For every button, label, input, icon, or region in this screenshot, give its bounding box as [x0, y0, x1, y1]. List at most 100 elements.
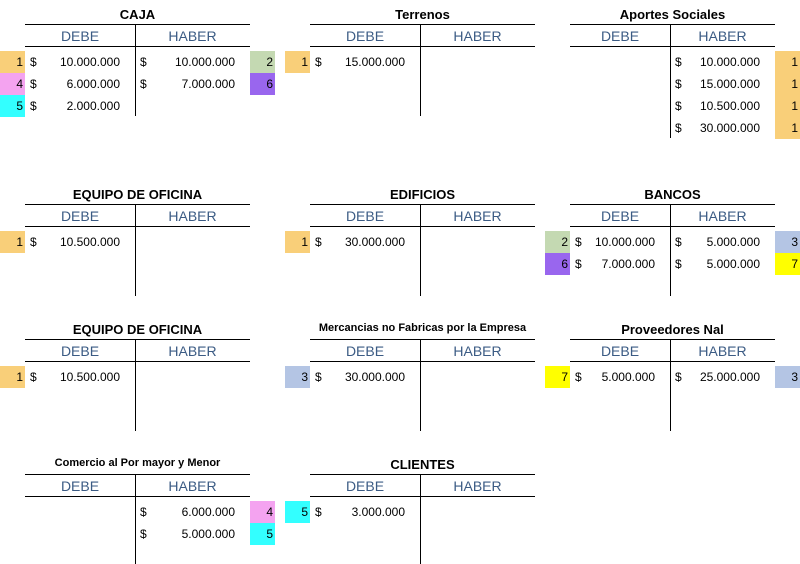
account-title: EQUIPO DE OFICINA — [72, 322, 203, 337]
reference-badge: 7 — [545, 366, 570, 388]
reference-badge: 3 — [285, 366, 310, 388]
reference-badge: 3 — [775, 366, 800, 388]
currency: $ — [575, 257, 582, 271]
t-divider — [135, 340, 136, 431]
amount: 5.000.000 — [601, 370, 655, 384]
reference-badge: 5 — [285, 501, 310, 523]
amount: 10.000.000 — [59, 55, 120, 69]
amount: 10.000.000 — [699, 55, 760, 69]
amount: 10.500.000 — [699, 99, 760, 113]
account-title: CAJA — [119, 7, 156, 22]
header-underline — [310, 361, 535, 362]
amount: 30.000.000 — [344, 370, 405, 384]
t-divider — [420, 340, 421, 431]
currency: $ — [140, 505, 147, 519]
reference-badge: 1 — [0, 366, 25, 388]
amount: 25.000.000 — [699, 370, 760, 384]
header-underline — [570, 361, 775, 362]
currency: $ — [675, 257, 682, 271]
amount: 10.500.000 — [59, 370, 120, 384]
reference-badge: 1 — [285, 51, 310, 73]
reference-badge: 1 — [0, 231, 25, 253]
reference-badge: 1 — [775, 117, 800, 139]
currency: $ — [675, 77, 682, 91]
account-title: Proveedores Nal — [621, 322, 724, 337]
account-title: EQUIPO DE OFICINA — [72, 187, 203, 202]
t-divider — [135, 475, 136, 564]
currency: $ — [675, 370, 682, 384]
reference-badge: 7 — [775, 253, 800, 275]
title-underline — [25, 474, 250, 475]
t-divider — [420, 25, 421, 116]
reference-badge: 1 — [775, 51, 800, 73]
haber-header: HABER — [698, 208, 747, 224]
currency: $ — [675, 99, 682, 113]
reference-badge: 3 — [775, 231, 800, 253]
header-underline — [310, 496, 535, 497]
amount: 7.000.000 — [601, 257, 655, 271]
debe-header: DEBE — [600, 28, 640, 44]
amount: 15.000.000 — [699, 77, 760, 91]
amount: 30.000.000 — [344, 235, 405, 249]
header-underline — [570, 46, 775, 47]
currency: $ — [315, 55, 322, 69]
currency: $ — [575, 235, 582, 249]
currency: $ — [30, 370, 37, 384]
t-divider — [670, 205, 671, 296]
t-divider — [135, 205, 136, 296]
currency: $ — [675, 121, 682, 135]
reference-badge: 1 — [0, 51, 25, 73]
amount: 2.000.000 — [66, 99, 120, 113]
t-divider — [670, 340, 671, 431]
currency: $ — [315, 235, 322, 249]
reference-badge: 2 — [250, 51, 275, 73]
debe-header: DEBE — [345, 478, 385, 494]
debe-header: DEBE — [60, 28, 100, 44]
reference-badge: 1 — [285, 231, 310, 253]
t-divider — [420, 205, 421, 296]
debe-header: DEBE — [60, 478, 100, 494]
amount: 6.000.000 — [66, 77, 120, 91]
debe-header: DEBE — [345, 343, 385, 359]
account-title: Mercancias no Fabricas por la Empresa — [318, 322, 527, 334]
amount: 5.000.000 — [706, 257, 760, 271]
amount: 10.000.000 — [174, 55, 235, 69]
haber-header: HABER — [453, 208, 502, 224]
header-underline — [570, 226, 775, 227]
title-underline — [310, 204, 535, 205]
currency: $ — [575, 370, 582, 384]
header-underline — [310, 46, 535, 47]
account-title: BANCOS — [644, 187, 701, 202]
t-divider — [135, 25, 136, 116]
amount: 10.000.000 — [594, 235, 655, 249]
reference-badge: 4 — [0, 73, 25, 95]
title-underline — [570, 339, 775, 340]
currency: $ — [140, 55, 147, 69]
amount: 30.000.000 — [699, 121, 760, 135]
title-underline — [310, 474, 535, 475]
haber-header: HABER — [453, 28, 502, 44]
currency: $ — [675, 235, 682, 249]
header-underline — [25, 46, 250, 47]
title-underline — [570, 204, 775, 205]
debe-header: DEBE — [600, 343, 640, 359]
amount: 6.000.000 — [181, 505, 235, 519]
debe-header: DEBE — [60, 208, 100, 224]
reference-badge: 5 — [0, 95, 25, 117]
header-underline — [310, 226, 535, 227]
title-underline — [25, 339, 250, 340]
account-title: Aportes Sociales — [619, 7, 726, 22]
reference-badge: 4 — [250, 501, 275, 523]
currency: $ — [140, 77, 147, 91]
title-underline — [25, 204, 250, 205]
haber-header: HABER — [168, 478, 217, 494]
reference-badge: 6 — [545, 253, 570, 275]
amount: 10.500.000 — [59, 235, 120, 249]
reference-badge: 1 — [775, 95, 800, 117]
currency: $ — [315, 370, 322, 384]
amount: 5.000.000 — [181, 527, 235, 541]
t-divider — [670, 25, 671, 138]
reference-badge: 6 — [250, 73, 275, 95]
title-underline — [310, 24, 535, 25]
